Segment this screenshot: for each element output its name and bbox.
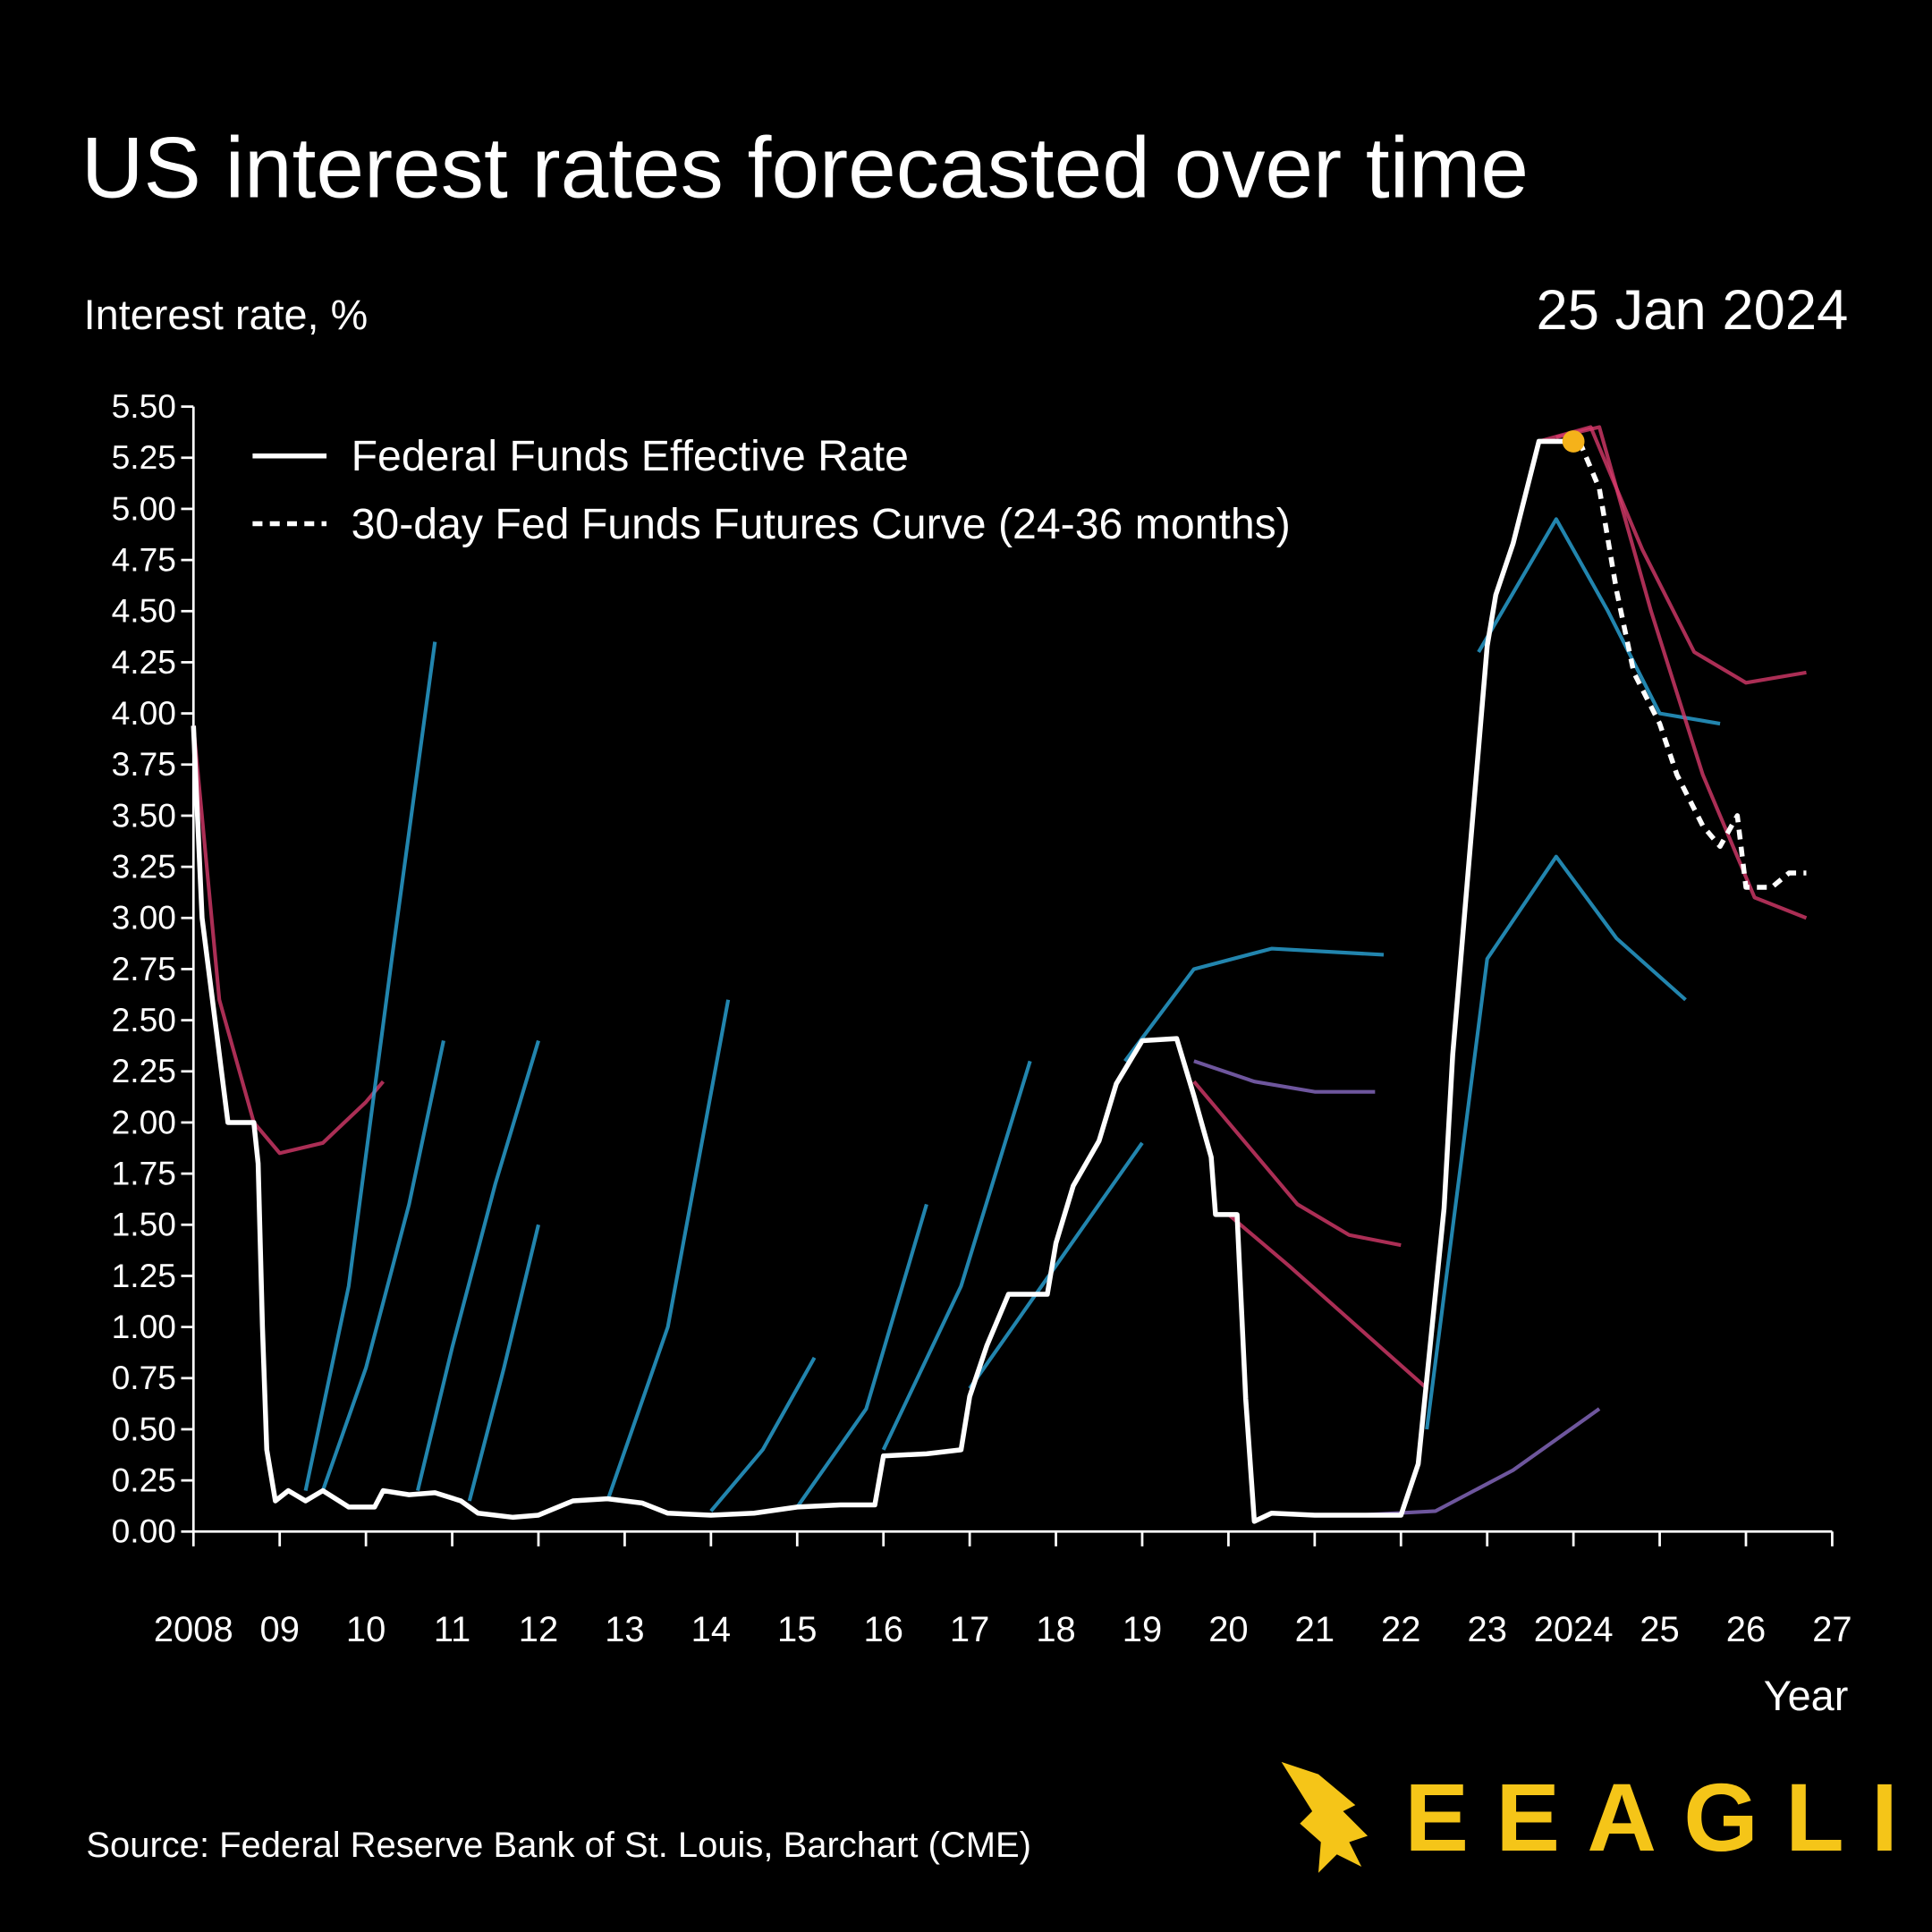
x-tick-label: 2024 [1534,1610,1614,1649]
x-tick-label: 22 [1381,1610,1420,1649]
x-tick-label: 21 [1295,1610,1335,1649]
forecast-line [968,1141,1144,1390]
logo-text: EEAGLI [1404,1764,1925,1871]
highlight-point [1562,430,1585,453]
x-tick-label: 25 [1640,1610,1679,1649]
x-tick-label: 2008 [154,1610,233,1649]
forecast-line [709,1356,817,1513]
y-tick-label: 4.50 [112,592,176,630]
y-tick-label: 4.75 [112,540,176,578]
chart-title: US interest rates forecasted over time [81,120,1529,216]
y-tick-label: 0.75 [112,1359,176,1396]
y-tick-label: 0.00 [112,1513,176,1550]
forecast-line [1193,1059,1376,1094]
x-tick-label: 15 [777,1610,817,1649]
logo-icon [1281,1761,1368,1873]
y-tick-label: 4.25 [112,643,176,681]
legend-label: 30-day Fed Funds Futures Curve (24-36 mo… [352,500,1291,548]
y-tick-label: 5.25 [112,438,176,476]
eagle-shape [1281,1761,1368,1873]
forecast-line [795,1203,928,1509]
x-axis-label: Year [1764,1673,1849,1719]
y-tick-label: 5.00 [112,489,176,527]
legend-label: Federal Funds Effective Rate [352,432,909,480]
forecast-line [467,1224,540,1502]
forecast-line [320,1040,445,1492]
y-tick-label: 3.25 [112,848,176,886]
forecast-line [191,725,385,1156]
y-tick-label: 1.50 [112,1206,176,1243]
forecast-line [881,1060,1032,1451]
y-tick-label: 2.25 [112,1052,176,1089]
forecast-line [1123,946,1385,1063]
y-tick-label: 0.25 [112,1462,176,1499]
forecast-line [1425,854,1687,1430]
y-tick-label: 3.75 [112,745,176,783]
y-tick-label: 5.50 [112,387,176,425]
x-tick-label: 19 [1123,1610,1162,1649]
x-tick-label: 09 [259,1610,299,1649]
x-tick-label: 12 [519,1610,558,1649]
series-line [191,438,1574,1524]
x-tick-label: 16 [863,1610,902,1649]
y-tick-label: 2.50 [112,1001,176,1038]
forecast-line [1477,517,1721,726]
y-axis-label: Interest rate, % [84,292,369,338]
x-tick-label: 14 [691,1610,731,1649]
forecast-line [606,999,731,1502]
source: Source: Federal Reserve Bank of St. Loui… [86,1826,1031,1865]
date-label: 25 Jan 2024 [1537,279,1849,342]
y-tick-label: 3.50 [112,796,176,834]
y-tick-label: 2.00 [112,1103,176,1140]
forecast-line [1555,425,1808,920]
y-tick-label: 2.75 [112,950,176,987]
x-tick-label: 11 [434,1610,470,1649]
forecast-line [1192,1080,1402,1248]
x-tick-label: 17 [950,1610,989,1649]
forecast-line [303,641,437,1491]
y-tick-label: 1.25 [112,1257,176,1294]
y-tick-label: 4.00 [112,694,176,732]
forecast-line [415,1039,540,1492]
forecast-line [1227,1213,1428,1390]
x-tick-label: 27 [1812,1610,1852,1649]
x-tick-label: 23 [1467,1610,1506,1649]
x-tick-label: 13 [605,1610,644,1649]
y-tick-label: 1.75 [112,1155,176,1192]
y-tick-label: 3.00 [112,899,176,936]
x-tick-label: 18 [1036,1610,1075,1649]
y-tick-label: 1.00 [112,1308,176,1345]
x-tick-label: 10 [346,1610,386,1649]
y-tick-label: 0.50 [112,1410,176,1447]
x-tick-label: 20 [1208,1610,1248,1649]
x-tick-label: 26 [1726,1610,1766,1649]
